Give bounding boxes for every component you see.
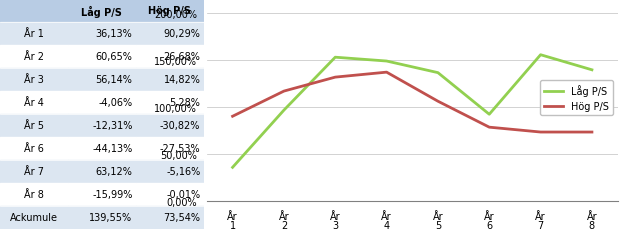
Hög P/S: [537, 131, 544, 134]
Låg P/S: [229, 166, 236, 169]
Text: 14,82%: 14,82%: [164, 75, 201, 85]
Legend: Låg P/S, Hög P/S: Låg P/S, Hög P/S: [540, 81, 613, 115]
Bar: [136, 23, 204, 46]
Text: 73,54%: 73,54%: [164, 213, 201, 223]
Text: -0,01%: -0,01%: [166, 190, 201, 200]
Text: -15,99%: -15,99%: [92, 190, 132, 200]
Bar: [68, 23, 136, 46]
Låg P/S: [434, 72, 441, 75]
Låg P/S: [280, 109, 288, 112]
Text: 90,29%: 90,29%: [164, 29, 201, 39]
Line: Hög P/S: Hög P/S: [233, 73, 592, 132]
Bar: [68, 92, 136, 114]
Bar: [136, 160, 204, 183]
Hög P/S: [280, 90, 288, 93]
Text: 139,55%: 139,55%: [89, 213, 132, 223]
Bar: [0, 23, 68, 46]
Text: År 6: År 6: [24, 144, 44, 154]
Text: -30,82%: -30,82%: [160, 121, 201, 131]
Bar: [0, 114, 68, 137]
Bar: [68, 114, 136, 137]
Bar: [0, 46, 68, 69]
Bar: [136, 206, 204, 229]
Bar: [68, 137, 136, 160]
Hög P/S: [434, 100, 441, 103]
Text: Låg P/S: Låg P/S: [82, 5, 122, 17]
Hög P/S: [332, 76, 339, 79]
Text: Ackumule: Ackumule: [10, 213, 58, 223]
Bar: [136, 0, 204, 23]
Bar: [68, 69, 136, 92]
Bar: [68, 183, 136, 206]
Hög P/S: [485, 126, 493, 129]
Bar: [136, 69, 204, 92]
Text: 5,28%: 5,28%: [169, 98, 201, 108]
Text: År 3: År 3: [24, 75, 44, 85]
Line: Låg P/S: Låg P/S: [233, 55, 592, 168]
Text: 63,12%: 63,12%: [95, 167, 132, 177]
Hög P/S: [383, 71, 391, 74]
Låg P/S: [332, 57, 339, 59]
Text: 60,65%: 60,65%: [95, 52, 132, 62]
Bar: [136, 92, 204, 114]
Text: -5,16%: -5,16%: [166, 167, 201, 177]
Hög P/S: [229, 115, 236, 118]
Bar: [0, 206, 68, 229]
Låg P/S: [485, 113, 493, 116]
Bar: [0, 69, 68, 92]
Bar: [0, 183, 68, 206]
Bar: [0, 160, 68, 183]
Bar: [0, 92, 68, 114]
Bar: [136, 46, 204, 69]
Text: -12,31%: -12,31%: [92, 121, 132, 131]
Bar: [136, 114, 204, 137]
Text: -27,53%: -27,53%: [160, 144, 201, 154]
Text: -44,13%: -44,13%: [92, 144, 132, 154]
Text: År 2: År 2: [24, 52, 44, 62]
Text: År 8: År 8: [24, 190, 44, 200]
Bar: [136, 137, 204, 160]
Text: Hög P/S: Hög P/S: [149, 6, 191, 16]
Bar: [0, 137, 68, 160]
Bar: [68, 46, 136, 69]
Låg P/S: [588, 69, 596, 72]
Bar: [68, 0, 136, 23]
Bar: [68, 206, 136, 229]
Text: -4,06%: -4,06%: [98, 98, 132, 108]
Text: År 4: År 4: [24, 98, 44, 108]
Låg P/S: [383, 60, 391, 63]
Text: År 7: År 7: [24, 167, 44, 177]
Text: 36,13%: 36,13%: [96, 29, 132, 39]
Bar: [68, 160, 136, 183]
Text: 26,68%: 26,68%: [164, 52, 201, 62]
Bar: [136, 183, 204, 206]
Bar: [0, 0, 68, 23]
Text: 56,14%: 56,14%: [95, 75, 132, 85]
Låg P/S: [537, 54, 544, 57]
Text: År 1: År 1: [24, 29, 44, 39]
Hög P/S: [588, 131, 596, 134]
Text: År 5: År 5: [24, 121, 44, 131]
